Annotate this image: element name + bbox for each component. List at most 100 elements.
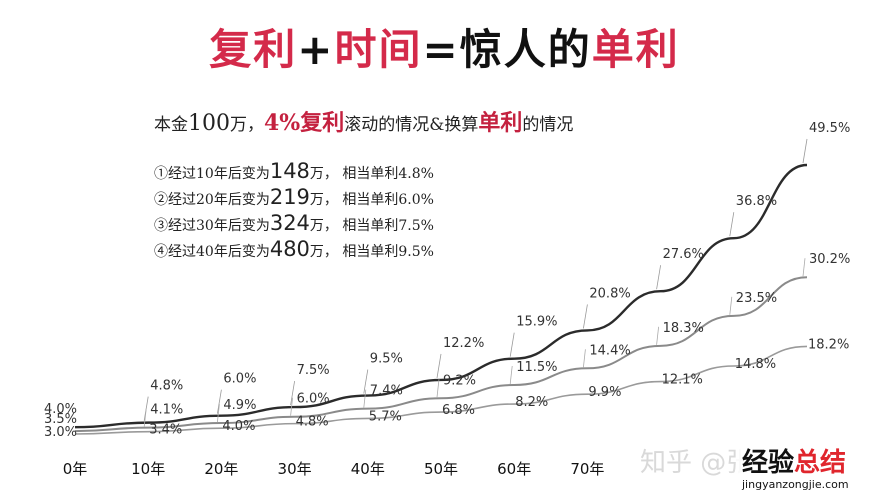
data-label: 18.3%: [663, 321, 704, 336]
x-tick-label: 70年: [570, 460, 604, 478]
subtitle-end: 的情况: [522, 115, 574, 135]
data-label-leader: [217, 404, 220, 423]
data-label: 27.6%: [663, 247, 704, 262]
subtitle-simple: 单利: [478, 110, 523, 136]
note-amount: 480: [269, 237, 310, 261]
subtitle-compound: 4%复利: [264, 110, 345, 136]
data-label: 7.5%: [297, 363, 330, 378]
site-logo-name-part2: 总结: [794, 448, 847, 478]
note-amount: 148: [269, 159, 310, 183]
note-item: ①经过10年后变为148万， 相当单利4.8%: [154, 158, 434, 184]
data-label-leader: [802, 138, 808, 164]
x-tick-label: 0年: [63, 460, 88, 478]
data-label-leader: [290, 380, 295, 406]
data-label: 4.0%: [222, 419, 255, 434]
data-label-leader: [363, 369, 369, 394]
x-tick-label: 30年: [278, 460, 312, 478]
series-line: [74, 163, 808, 429]
note-item: ③经过30年后变为324万， 相当单利7.5%: [154, 210, 434, 236]
title-part-amazing: 惊人的: [459, 25, 592, 74]
chart-subtitle: 本金100万，4%复利滚动的情况&换算单利的情况: [154, 105, 573, 137]
title-part-compound: 复利: [209, 25, 298, 74]
data-label-leader: [583, 304, 588, 329]
data-label-leader: [729, 212, 735, 237]
data-label: 12.2%: [443, 336, 484, 351]
x-tick-label: 40年: [351, 460, 385, 478]
note-text: ①经过10年后变为: [154, 166, 270, 182]
data-label-leader: [363, 389, 367, 408]
data-label-leader: [656, 326, 659, 345]
title-equals: =: [422, 25, 460, 74]
data-label-leader: [509, 365, 513, 385]
x-tick-label: 20年: [204, 460, 238, 478]
series-line: [74, 345, 808, 435]
data-label: 4.9%: [223, 398, 256, 413]
data-label: 4.8%: [296, 415, 329, 430]
data-label: 12.1%: [662, 373, 703, 388]
data-label: 3.4%: [149, 423, 182, 438]
data-label: 49.5%: [809, 121, 850, 136]
data-label-leader: [656, 265, 661, 290]
subtitle-principal-label: 本金: [154, 115, 188, 135]
series-line: [74, 276, 808, 433]
note-text: ④经过40年后变为: [154, 244, 270, 260]
note-text: 万， 相当单利4.8%: [309, 166, 434, 182]
data-label: 9.9%: [588, 385, 621, 400]
data-label: 14.4%: [589, 343, 630, 358]
chart-title: 复利+时间=惊人的单利: [0, 20, 889, 80]
data-label-leader: [802, 258, 806, 277]
notes-list: ①经过10年后变为148万， 相当单利4.8% ②经过20年后变为219万， 相…: [154, 158, 434, 262]
data-label-leader: [509, 332, 515, 357]
note-text: ③经过30年后变为: [154, 218, 270, 234]
site-logo-name-part1: 经验: [742, 448, 795, 478]
title-part-time: 时间: [334, 25, 423, 74]
data-label: 36.8%: [736, 194, 777, 209]
data-label: 23.5%: [736, 291, 777, 306]
data-label: 30.2%: [809, 252, 850, 267]
data-label: 9.2%: [443, 373, 476, 388]
title-plus: +: [297, 25, 335, 74]
note-text: 万， 相当单利7.5%: [309, 218, 434, 234]
x-tick-label: 10年: [131, 460, 165, 478]
data-label: 11.5%: [516, 360, 557, 375]
data-label: 3.5%: [44, 412, 77, 427]
data-label: 7.4%: [370, 384, 403, 399]
data-label: 5.7%: [369, 409, 402, 424]
data-label-leader: [143, 396, 149, 421]
x-tick-label: 50年: [424, 460, 458, 478]
note-text: ②经过20年后变为: [154, 192, 270, 208]
data-label-leader: [217, 389, 222, 414]
note-item: ④经过40年后变为480万， 相当单利9.5%: [154, 236, 434, 262]
data-label: 4.1%: [150, 403, 183, 418]
data-label: 8.2%: [515, 395, 548, 410]
title-part-simple: 单利: [591, 25, 680, 74]
data-label: 4.8%: [150, 379, 183, 394]
data-label: 15.9%: [516, 315, 557, 330]
data-label: 4.0%: [44, 402, 77, 417]
data-label: 14.8%: [735, 357, 776, 372]
data-label-leader: [436, 379, 440, 398]
x-tick-label: 60年: [497, 460, 531, 478]
data-label: 6.0%: [223, 372, 256, 387]
data-label: 3.0%: [44, 425, 77, 440]
subtitle-principal-amount: 100: [188, 111, 230, 136]
note-amount: 219: [269, 185, 310, 209]
site-logo-name: 经验总结: [742, 448, 849, 478]
data-label: 20.8%: [589, 286, 630, 301]
data-label: 6.0%: [297, 392, 330, 407]
data-label: 18.2%: [808, 337, 849, 352]
note-item: ②经过20年后变为219万， 相当单利6.0%: [154, 184, 434, 210]
note-text: 万， 相当单利9.5%: [309, 244, 434, 260]
data-label-leader: [583, 349, 586, 368]
data-label-leader: [436, 353, 442, 379]
data-label-leader: [290, 397, 293, 416]
note-text: 万， 相当单利6.0%: [309, 192, 434, 208]
site-logo: 经验总结 jingyanzongjie.com: [736, 448, 855, 492]
data-label-leader: [729, 296, 733, 315]
data-label: 6.8%: [442, 403, 475, 418]
zhihu-watermark: 知乎 @张: [640, 448, 753, 478]
subtitle-unit: 万，: [230, 115, 264, 135]
data-label: 9.5%: [370, 352, 403, 367]
subtitle-mid: 滚动的情况&换算: [344, 115, 479, 135]
